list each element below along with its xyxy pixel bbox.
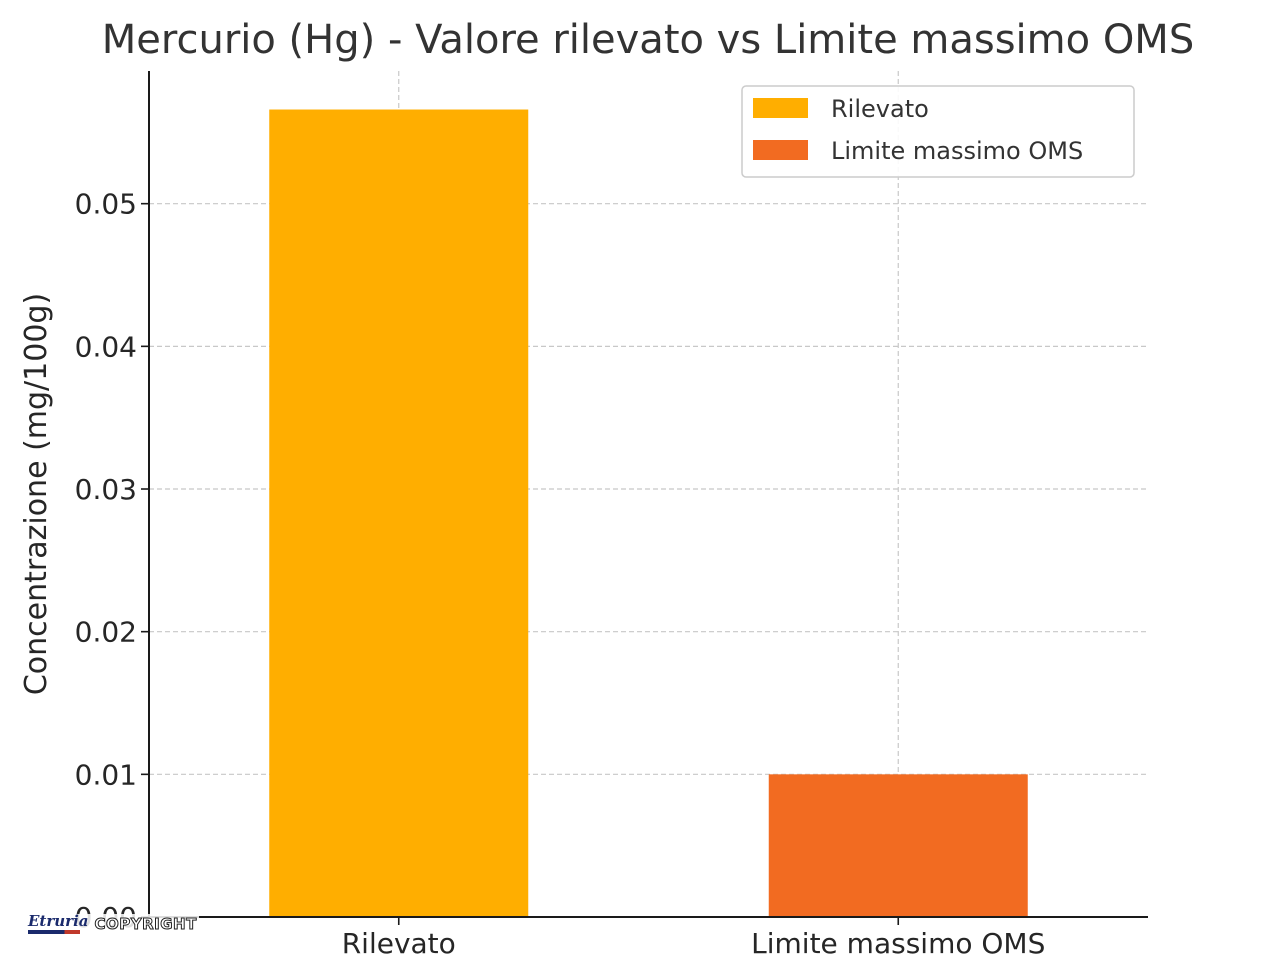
watermark-copyright-text: COPYRIGHT xyxy=(94,915,197,934)
legend-swatch xyxy=(753,98,808,118)
y-tick-label: 0.02 xyxy=(75,616,137,649)
legend-label: Limite massimo OMS xyxy=(831,137,1083,165)
x-tick-label: Limite massimo OMS xyxy=(751,927,1045,960)
legend-swatch xyxy=(753,140,808,160)
x-tick-label: Rilevato xyxy=(342,927,456,960)
y-tick-label: 0.04 xyxy=(75,330,137,363)
copyright-watermark: Etruria COPYRIGHT xyxy=(26,914,199,934)
bars xyxy=(269,109,1028,917)
bar-limite-massimo-oms xyxy=(768,774,1028,917)
legend-label: Rilevato xyxy=(831,95,929,123)
y-tick-label: 0.05 xyxy=(75,188,137,221)
legend: Rilevato Limite massimo OMS xyxy=(741,85,1135,178)
y-tick-label: 0.01 xyxy=(75,758,137,791)
axes xyxy=(148,71,1148,918)
legend-frame xyxy=(741,85,1135,178)
y-tick-label: 0.03 xyxy=(75,473,137,506)
chart-title: Mercurio (Hg) - Valore rilevato vs Limit… xyxy=(102,17,1194,63)
etruria-logo: Etruria xyxy=(28,914,89,934)
watermark-brand-bar xyxy=(28,930,80,934)
watermark-brand: Etruria xyxy=(28,912,89,930)
y-axis-label: Concentrazione (mg/100g) xyxy=(19,293,54,695)
bar-rilevato xyxy=(269,109,529,917)
